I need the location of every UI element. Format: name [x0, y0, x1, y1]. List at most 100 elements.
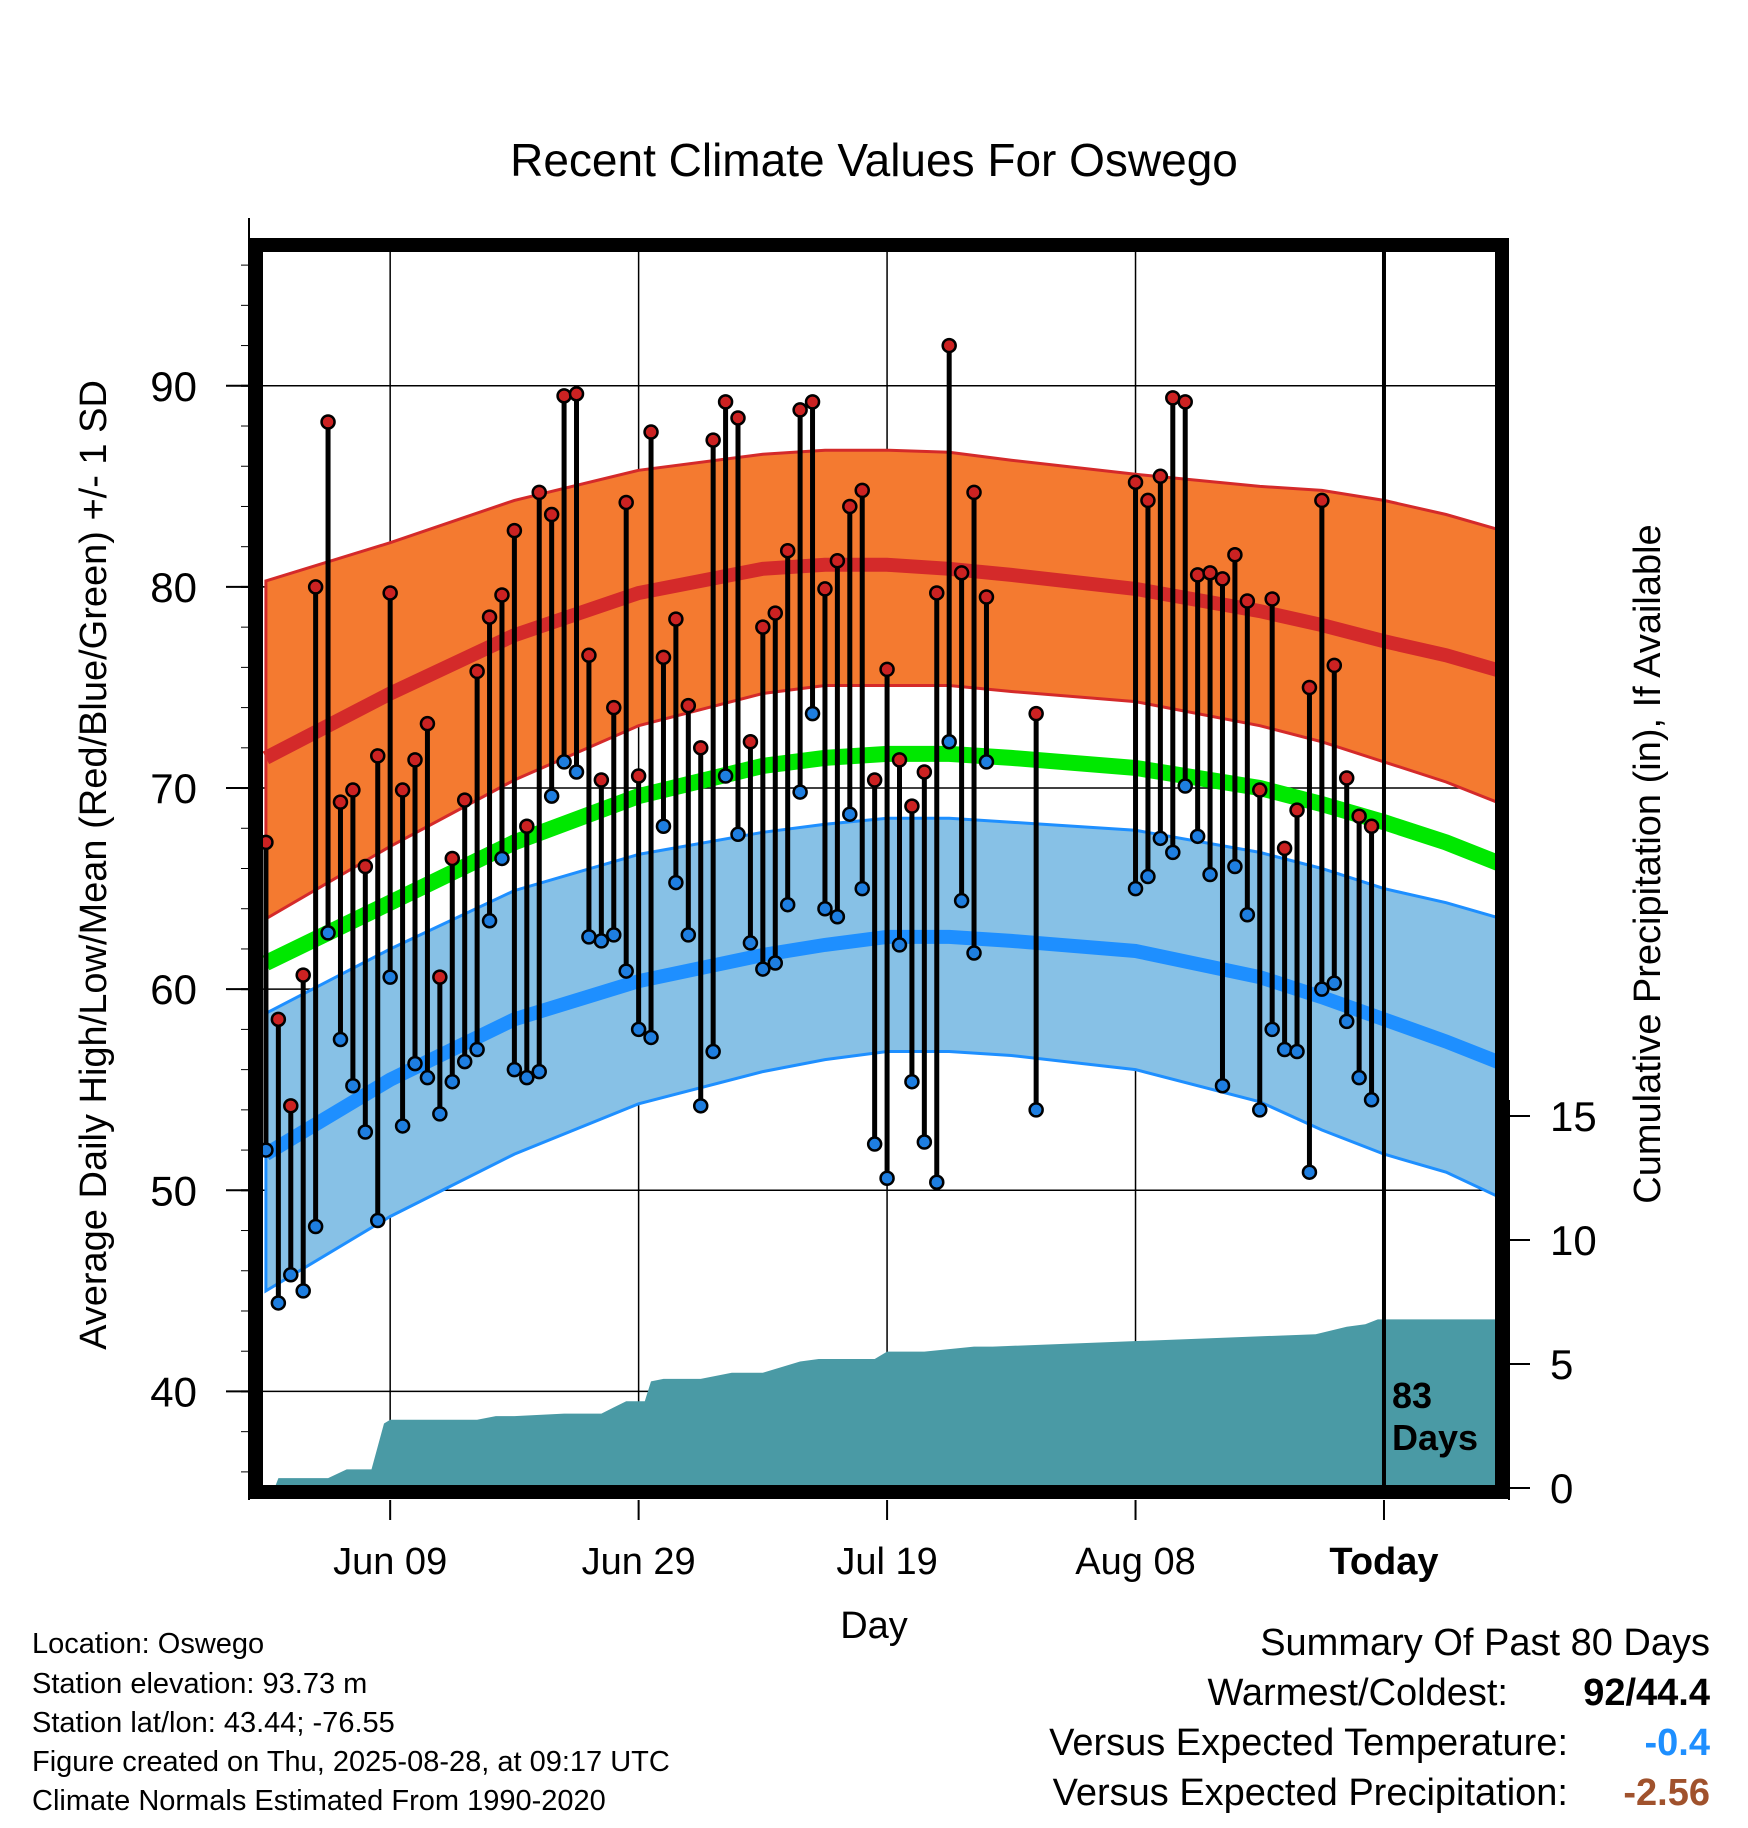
daily-low-point: [916, 1134, 933, 1150]
elevation-text: Station elevation: 93.73 m: [32, 1668, 368, 1700]
y2-tick-label: 10: [1550, 1217, 1597, 1264]
daily-low-point: [307, 1218, 324, 1235]
summary-title: Summary Of Past 80 Days: [1260, 1622, 1710, 1664]
daily-low-point: [978, 754, 995, 770]
daily-high-point: [593, 772, 610, 788]
daily-high-point: [1363, 818, 1380, 835]
daily-high-point: [866, 772, 883, 788]
daily-high-point: [1252, 782, 1268, 798]
daily-low-point: [717, 768, 734, 784]
daily-high-point: [432, 969, 448, 985]
y-tick-label: 50: [150, 1167, 197, 1214]
y-tick-label: 70: [150, 765, 197, 812]
daily-low-point: [263, 1142, 274, 1158]
warmest-value: 92/44.4: [1583, 1672, 1710, 1714]
daily-low-point: [804, 705, 821, 722]
x-tick-label: Jun 29: [582, 1541, 696, 1583]
daily-high-point: [742, 734, 759, 750]
daily-low-point: [382, 969, 398, 985]
daily-high-point: [1326, 657, 1343, 674]
daily-high-point: [1264, 591, 1280, 607]
daily-low-point: [606, 927, 622, 943]
plot-frame: [249, 238, 1509, 1499]
daily-low-point: [755, 961, 771, 977]
daily-high-point: [394, 782, 411, 798]
daily-low-point: [730, 826, 746, 843]
daily-low-point: [692, 1098, 709, 1114]
daily-low-point: [1264, 1021, 1280, 1038]
daily-high-point: [767, 605, 784, 621]
daily-high-point: [568, 386, 585, 402]
daily-high-point: [891, 752, 908, 768]
daily-low-point: [1202, 866, 1218, 883]
daily-high-point: [755, 619, 771, 635]
daily-low-point: [1127, 880, 1144, 897]
latlon-text: Station lat/lon: 43.44; -76.55: [32, 1707, 395, 1739]
y2-axis-label: Cumulative Precipitation (in), If Availa…: [1627, 524, 1669, 1203]
daily-low-point: [444, 1073, 461, 1090]
daily-high-point: [369, 748, 386, 764]
daily-high-point: [419, 715, 436, 732]
daily-low-point: [879, 1170, 895, 1186]
daily-high-point: [357, 858, 374, 875]
daily-high-point: [1152, 468, 1169, 485]
daily-high-point: [978, 589, 995, 605]
daily-high-point: [506, 522, 523, 539]
daily-low-point: [1301, 1164, 1318, 1180]
y-axis-label: Average Daily High/Low/Mean (Red/Blue/Gr…: [73, 380, 115, 1350]
daily-high-point: [407, 752, 423, 768]
daily-high-point: [879, 661, 895, 678]
daily-high-point: [668, 611, 684, 627]
daily-high-point: [1028, 705, 1044, 722]
y2-tick-label: 0: [1550, 1465, 1573, 1512]
daily-high-point: [1177, 394, 1193, 410]
daily-low-point: [543, 788, 560, 804]
daily-high-point: [444, 850, 461, 867]
precip-area: [275, 1319, 1495, 1485]
daily-low-point: [456, 1053, 473, 1070]
daily-low-point: [779, 896, 796, 913]
y-tick-label: 40: [150, 1368, 197, 1415]
x-tick-label: Jul 19: [836, 1541, 937, 1583]
location-text: Location: Oswego: [32, 1628, 265, 1660]
daily-high-point: [1338, 770, 1355, 786]
daily-low-point: [866, 1136, 883, 1152]
daily-low-point: [1189, 828, 1206, 845]
daily-low-point: [1140, 868, 1156, 885]
daily-low-point: [953, 892, 970, 909]
daily-high-point: [680, 697, 697, 714]
daily-low-point: [904, 1073, 920, 1090]
daily-low-point: [1177, 778, 1193, 794]
daily-high-point: [263, 834, 274, 851]
daily-high-point: [1314, 492, 1330, 509]
daily-high-point: [817, 581, 833, 597]
daily-low-point: [556, 754, 572, 770]
daily-high-point: [1165, 390, 1181, 406]
daily-low-point: [593, 933, 610, 949]
daily-low-point: [419, 1069, 436, 1086]
daily-low-point: [345, 1077, 361, 1094]
daily-high-point: [916, 764, 933, 780]
created-text: Figure created on Thu, 2025-08-28, at 09…: [32, 1746, 670, 1778]
daily-high-point: [705, 432, 721, 448]
daily-low-point: [668, 874, 684, 891]
daily-low-point: [295, 1283, 311, 1299]
daily-high-point: [1227, 546, 1243, 563]
x-axis-label: Day: [840, 1605, 908, 1647]
daily-low-point: [829, 909, 846, 925]
daily-high-point: [717, 394, 734, 410]
daily-high-point: [1202, 565, 1218, 581]
daily-high-point: [606, 699, 622, 716]
daily-low-point: [1252, 1102, 1268, 1118]
daily-high-point: [779, 542, 796, 559]
daily-high-point: [519, 818, 535, 835]
daily-low-point: [1338, 1013, 1355, 1030]
daily-high-point: [543, 506, 560, 523]
daily-high-point: [295, 967, 311, 983]
daily-high-point: [307, 579, 324, 595]
daily-high-point: [456, 792, 473, 808]
daily-low-point: [1152, 830, 1169, 847]
daily-high-point: [730, 410, 746, 426]
daily-low-point: [1239, 907, 1256, 923]
